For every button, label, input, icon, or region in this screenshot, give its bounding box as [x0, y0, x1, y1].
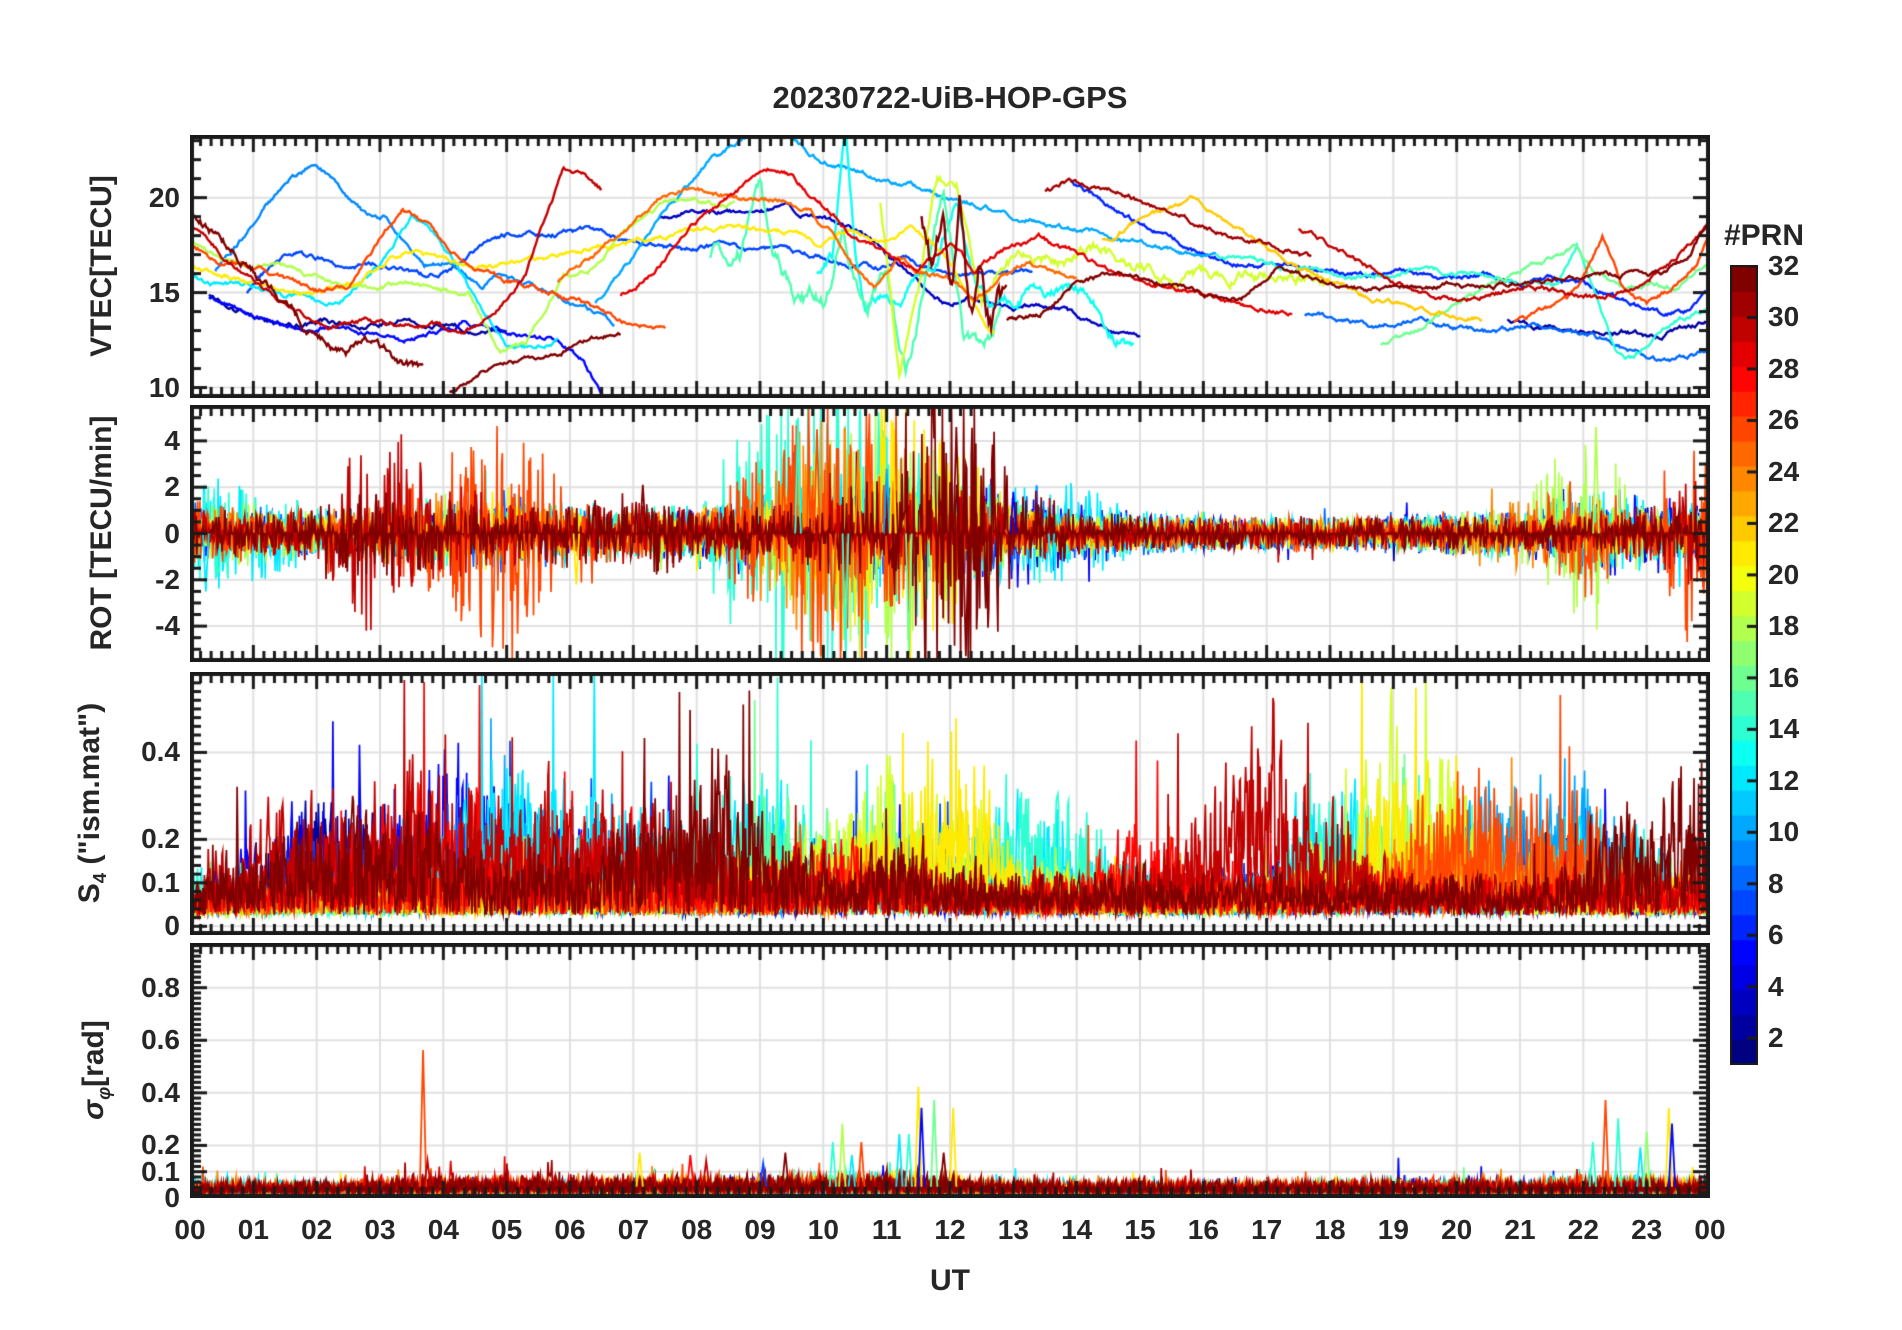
tick-label: 8: [1768, 867, 1784, 899]
tick-label: 0: [164, 517, 180, 549]
tick-label: 08: [681, 1214, 713, 1245]
tick-label: 05: [491, 1214, 523, 1245]
tick-label: 24: [1768, 455, 1800, 487]
tick-label: 0: [164, 1182, 180, 1213]
s4-panel-plot: [190, 672, 1710, 935]
tick-label: 06: [554, 1214, 586, 1245]
tick-label: 0.6: [141, 1024, 180, 1056]
tick-label: 17: [1251, 1214, 1283, 1245]
tick-label: 04: [427, 1214, 459, 1245]
tick-label: 00: [174, 1214, 206, 1245]
tick-label: 19: [1377, 1214, 1409, 1245]
colorbar-title: #PRN: [1723, 219, 1805, 252]
tick-label: 10: [148, 371, 180, 403]
rot-panel-plot: [190, 405, 1710, 662]
tick-label: 11: [871, 1214, 902, 1245]
tick-label: 16: [1187, 1214, 1219, 1245]
prn-colorbar: [1730, 265, 1758, 1065]
tick-label: -4: [155, 610, 180, 642]
tick-label: 28: [1768, 352, 1800, 384]
tick-label: 14: [1768, 713, 1800, 745]
tick-label: 15: [1124, 1214, 1156, 1245]
tick-label: 26: [1768, 404, 1800, 436]
tick-label: 0.1: [141, 866, 180, 898]
tick-label: 21: [1504, 1214, 1536, 1245]
tick-label: 20: [1441, 1214, 1473, 1245]
tick-label: 03: [364, 1214, 396, 1245]
tick-label: 14: [1061, 1214, 1093, 1245]
tick-label: 12: [1768, 764, 1800, 796]
tick-label: 30: [1768, 301, 1800, 333]
tick-label: 2: [1768, 1022, 1784, 1054]
tick-label: 01: [237, 1214, 269, 1245]
tick-label: 4: [164, 424, 180, 456]
tick-label: 0.4: [141, 736, 180, 768]
tick-label: 10: [807, 1214, 839, 1245]
tick-label: 07: [617, 1214, 649, 1245]
tick-label: 18: [1314, 1214, 1346, 1245]
tick-label: 4: [1768, 970, 1784, 1002]
tick-label: 13: [997, 1214, 1029, 1245]
tick-label: 6: [1768, 919, 1784, 951]
tick-label: 23: [1631, 1214, 1663, 1245]
tick-label: 0.2: [141, 1129, 180, 1161]
sigma-phi-panel-plot: [190, 943, 1710, 1198]
vtec-panel-plot: [190, 135, 1710, 398]
tick-label: 02: [301, 1214, 333, 1245]
tick-label: 18: [1768, 610, 1800, 642]
tick-label: 0.2: [141, 823, 180, 855]
vtec-axis-label: VTEC[TECU]: [85, 175, 118, 357]
tick-label: -2: [155, 563, 180, 595]
tick-label: 22: [1768, 507, 1800, 539]
tick-label: 10: [1768, 816, 1800, 848]
tick-label: 0.4: [141, 1076, 180, 1108]
tick-label: 15: [148, 276, 180, 308]
tick-label: 2: [164, 471, 180, 503]
tick-label: 0: [164, 910, 180, 942]
tick-label: 32: [1768, 250, 1800, 281]
rot-axis-label: ROT [TECU/min]: [85, 415, 118, 651]
tick-label: 20: [148, 181, 180, 213]
tick-label: 00: [1694, 1214, 1726, 1245]
x-axis-label: UT: [930, 1264, 970, 1297]
sigma-phi-axis-label: σφ[rad]: [77, 1020, 114, 1120]
tick-label: 0.8: [141, 971, 180, 1003]
figure-title: 20230722-UiB-HOP-GPS: [772, 80, 1128, 115]
tick-label: 12: [934, 1214, 966, 1245]
tick-label: 09: [744, 1214, 776, 1245]
tick-label: 22: [1567, 1214, 1599, 1245]
s4-axis-label: S4 ("ism.mat"): [73, 702, 110, 904]
tick-label: 20: [1768, 558, 1800, 590]
tick-label: 0.1: [141, 1155, 180, 1187]
tick-label: 16: [1768, 661, 1800, 693]
